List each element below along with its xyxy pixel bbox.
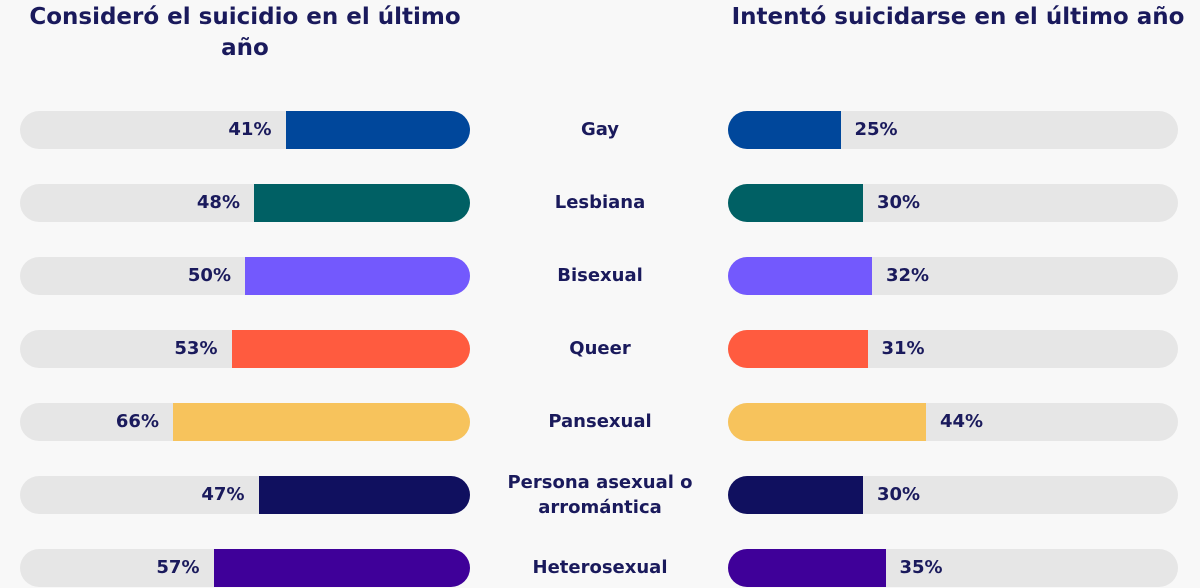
right-bar-track: 32% (728, 257, 1178, 295)
right-bar-label: 25% (854, 119, 898, 140)
left-chart-title: Consideró el suicidio en el último año (29, 4, 461, 61)
left-bar (213, 549, 470, 587)
right-bar-track: 44% (728, 403, 1178, 441)
category-label: Pansexual (548, 411, 652, 432)
left-bar-label: 50% (187, 265, 231, 286)
left-bar-label: 47% (201, 484, 245, 505)
right-bar (728, 257, 872, 295)
left-bar (231, 330, 470, 368)
left-bar-track: 41% (20, 111, 470, 149)
left-bar-track: 47% (20, 476, 470, 514)
right-bar-label: 30% (877, 192, 921, 213)
left-bar (173, 403, 470, 441)
category-label: Bisexual (557, 265, 643, 286)
category-label: Gay (580, 119, 620, 140)
right-bar-label: 44% (940, 411, 984, 432)
right-bar (728, 403, 926, 441)
category-label: Persona asexual o arromántica (507, 472, 693, 518)
left-bar-track: 66% (20, 403, 470, 441)
right-bar-label: 32% (886, 265, 930, 286)
category-label: Queer (569, 338, 631, 359)
category-label: Lesbiana (554, 192, 646, 213)
right-bar-label: 35% (899, 557, 943, 578)
left-bar-label: 66% (115, 411, 159, 432)
right-bar-track: 25% (728, 111, 1178, 149)
right-bar-track: 30% (728, 476, 1178, 514)
right-bar-track: 30% (728, 184, 1178, 222)
left-bar-track: 50% (20, 257, 470, 295)
left-bar-label: 53% (174, 338, 218, 359)
right-chart-title: Intentó suicidarse en el último año (731, 4, 1185, 30)
left-bar-track: 48% (20, 184, 470, 222)
right-bar-track: 35% (728, 549, 1178, 587)
category-label: Heterosexual (532, 557, 668, 578)
left-bar-track: 53% (20, 330, 470, 368)
left-bar (285, 111, 470, 149)
left-bar-track: 57% (20, 549, 470, 587)
left-bar-label: 41% (228, 119, 272, 140)
left-bar-label: 48% (196, 192, 240, 213)
right-bar (728, 476, 863, 514)
right-bar (728, 330, 868, 368)
right-bar-track: 31% (728, 330, 1178, 368)
right-bar-label: 30% (877, 484, 921, 505)
right-bar (728, 549, 886, 587)
left-bar (258, 476, 470, 514)
right-bar-label: 31% (881, 338, 925, 359)
left-bar (245, 257, 470, 295)
right-bar (728, 111, 841, 149)
left-bar (254, 184, 470, 222)
left-bar-label: 57% (156, 557, 200, 578)
right-bar (728, 184, 863, 222)
